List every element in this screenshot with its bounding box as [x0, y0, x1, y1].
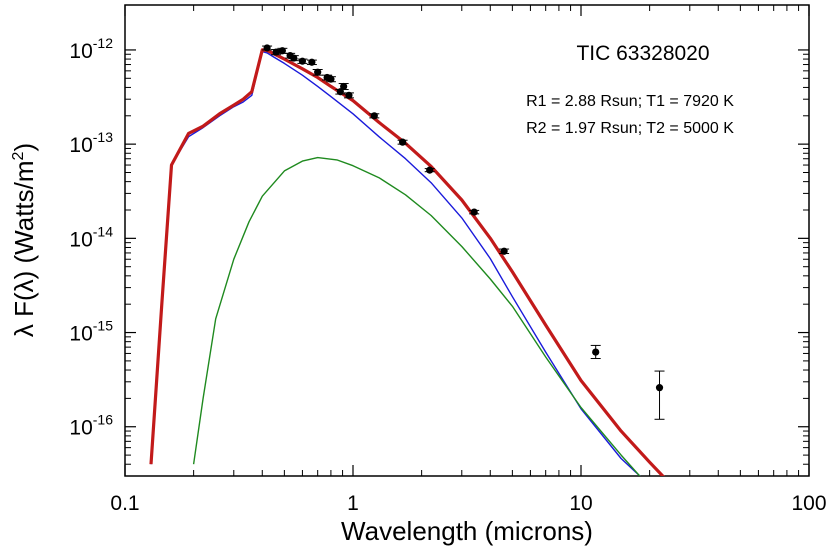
y-axis-label: λ F(λ) (Watts/m2)	[9, 143, 39, 337]
y-tick-label-exponent: -14	[93, 223, 113, 239]
y-tick-label-exponent: -16	[93, 412, 113, 428]
photometry-point	[314, 68, 322, 76]
y-tick-label-base: 10	[69, 417, 92, 440]
photometry-point	[592, 348, 600, 356]
photometry-point	[278, 47, 286, 55]
photometry-point	[426, 166, 434, 174]
x-tick-label: 1	[347, 492, 359, 515]
annotation-r1-t1: R1 = 2.88 Rsun; T1 = 7920 K	[526, 93, 734, 110]
plot-frame-group	[124, 4, 810, 477]
y-axis-label-close: )	[9, 143, 39, 152]
y-tick-label-exponent: -13	[93, 129, 113, 145]
y-tick-label-base: 10	[69, 134, 92, 157]
photometry-points	[262, 44, 665, 420]
y-tick-label: 10-15	[69, 318, 113, 346]
photometry-point	[308, 58, 316, 66]
x-axis-ticks: 0.1 1 10 100	[110, 5, 827, 515]
y-tick-label-base: 10	[69, 40, 92, 63]
y-axis-label-superscript: 2	[10, 151, 27, 160]
photometry-point	[340, 82, 348, 91]
y-tick-label: 10-14	[69, 223, 113, 251]
plot-frame	[124, 4, 810, 477]
chart-title: TIC 63328020	[576, 42, 709, 65]
photometry-point	[470, 208, 478, 216]
photometry-point	[370, 112, 378, 120]
photometry-point	[398, 138, 407, 146]
y-tick-label-exponent: -12	[93, 35, 113, 51]
x-tick-label: 100	[791, 492, 826, 515]
x-tick-label: 10	[569, 492, 592, 515]
model-series	[149, 48, 665, 476]
photometry-point	[290, 54, 298, 62]
combined-model-line	[149, 48, 665, 476]
photometry-point	[345, 91, 353, 99]
photometry-point	[272, 48, 280, 56]
photometry-point	[500, 247, 508, 255]
y-tick-label-exponent: -15	[93, 318, 113, 334]
y-tick-label-base: 10	[69, 228, 92, 251]
photometry-point	[263, 44, 271, 52]
y-tick-label: 10-12	[69, 35, 113, 63]
annotation-r2-t2: R2 = 1.97 Rsun; T2 = 5000 K	[526, 120, 734, 137]
y-axis-label-main: λ F(λ) (Watts/m	[9, 160, 39, 337]
y-tick-label: 10-16	[69, 412, 113, 440]
y-tick-label: 10-13	[69, 129, 113, 157]
photometry-point	[298, 57, 307, 65]
y-tick-label-base: 10	[69, 323, 92, 346]
cool-component-line	[192, 156, 641, 476]
photometry-point	[327, 75, 335, 83]
photometry-point	[655, 384, 664, 392]
x-axis-label: Wavelength (microns)	[341, 516, 593, 546]
x-tick-label: 0.1	[110, 492, 139, 515]
